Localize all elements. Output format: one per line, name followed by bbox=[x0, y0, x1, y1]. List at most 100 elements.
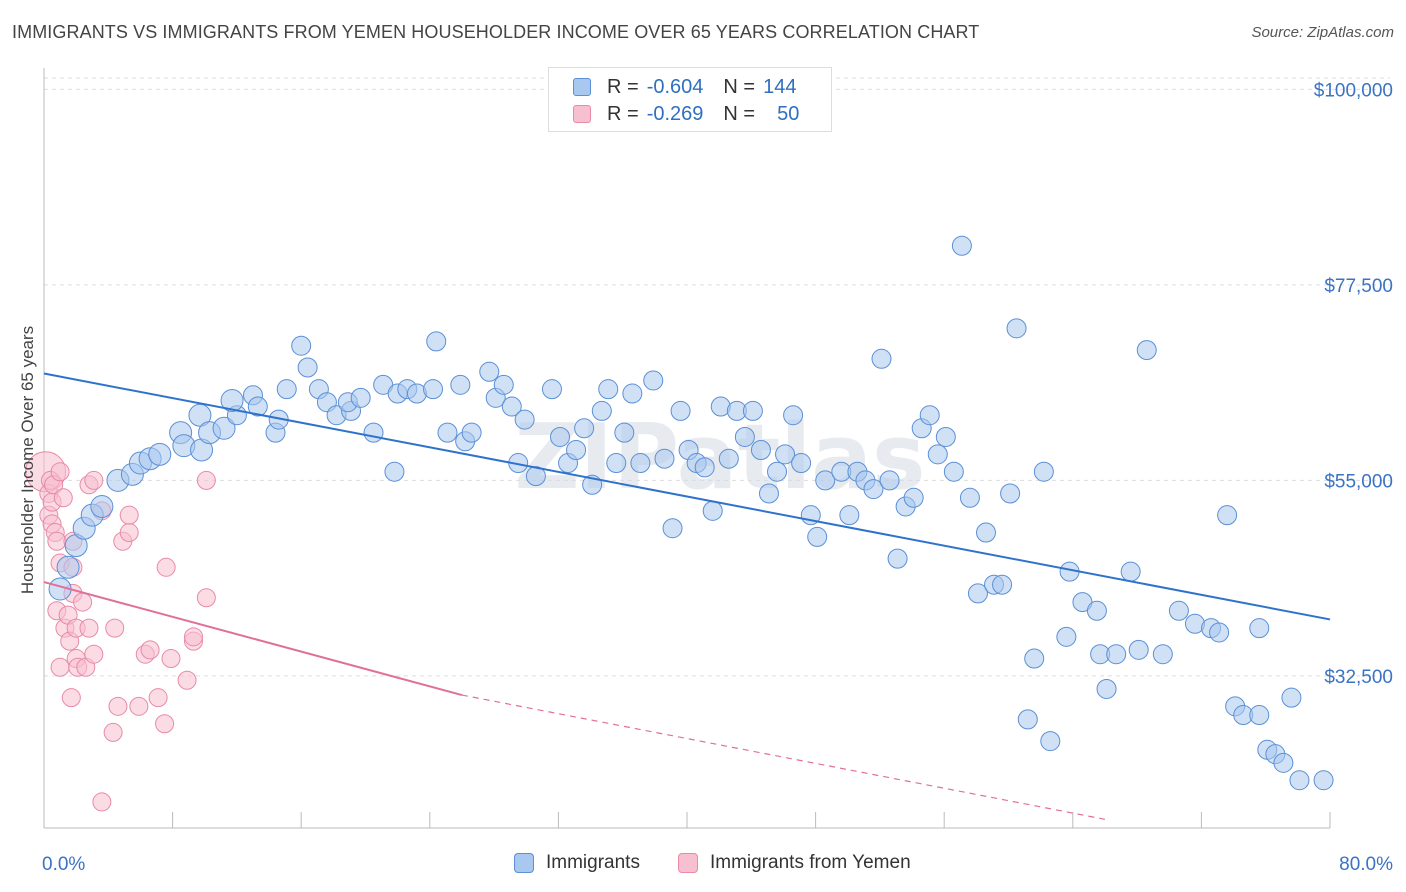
immigrants-point bbox=[1209, 622, 1230, 643]
immigrants-point bbox=[350, 387, 371, 408]
yemen-point bbox=[129, 696, 149, 716]
immigrants-point bbox=[1152, 644, 1173, 665]
immigrants-point bbox=[935, 426, 956, 447]
legend-n-label: N = bbox=[723, 75, 756, 98]
immigrants-point bbox=[574, 418, 595, 439]
immigrants-point bbox=[363, 422, 384, 443]
immigrants-point bbox=[654, 448, 675, 469]
immigrants-point bbox=[1072, 592, 1093, 613]
legend-label-immigrants: Immigrants bbox=[546, 852, 640, 873]
yemen-point bbox=[148, 688, 168, 708]
immigrants-point bbox=[694, 457, 715, 478]
legend-n-value: 50 bbox=[777, 102, 800, 125]
y-axis-label: Householder Income Over 65 years bbox=[18, 325, 37, 595]
immigrants-point bbox=[1168, 600, 1189, 621]
grid-lines bbox=[44, 77, 1390, 677]
immigrants-point bbox=[541, 379, 562, 400]
immigrants-point bbox=[550, 426, 571, 447]
y-tick-label: $55,000 bbox=[1324, 471, 1393, 492]
yemen-trend-line bbox=[43, 581, 463, 697]
immigrants-point bbox=[992, 574, 1013, 595]
immigrants-point bbox=[975, 522, 996, 543]
immigrants-point bbox=[863, 479, 884, 500]
immigrants-point bbox=[1136, 340, 1157, 361]
immigrants-point bbox=[767, 461, 788, 482]
yemen-point bbox=[47, 531, 67, 551]
immigrants-point bbox=[1033, 461, 1054, 482]
yemen-point bbox=[92, 792, 112, 812]
immigrants-point bbox=[1289, 770, 1310, 791]
legend-n-value: 144 bbox=[763, 75, 797, 98]
immigrants-point bbox=[1000, 483, 1021, 504]
yemen-point bbox=[73, 592, 93, 612]
yemen-point bbox=[108, 696, 128, 716]
stats-legend: R = -0.604 N = 144 R = -0.269 N = 50 bbox=[548, 67, 832, 132]
immigrants-point bbox=[591, 400, 612, 421]
immigrants-point bbox=[1281, 687, 1302, 708]
immigrants-point bbox=[702, 500, 723, 521]
chart-title: IMMIGRANTS VS IMMIGRANTS FROM YEMEN HOUS… bbox=[12, 22, 980, 42]
immigrants-point bbox=[297, 357, 318, 378]
immigrants-point bbox=[291, 335, 312, 356]
yemen-point bbox=[53, 488, 73, 508]
legend-swatch-yemen bbox=[678, 853, 698, 873]
immigrants-point bbox=[247, 396, 268, 417]
yemen-point bbox=[50, 657, 70, 677]
yemen-point bbox=[79, 618, 99, 638]
legend-swatch-immigrants bbox=[573, 78, 591, 96]
immigrants-point bbox=[919, 405, 940, 426]
yemen-point bbox=[84, 470, 104, 490]
immigrants-point bbox=[1249, 705, 1270, 726]
immigrants-point bbox=[951, 235, 972, 256]
yemen-point bbox=[156, 557, 176, 577]
immigrants-point bbox=[493, 374, 514, 395]
yemen-point bbox=[155, 714, 175, 734]
trend-lines bbox=[43, 372, 1331, 820]
immigrants-point bbox=[423, 379, 444, 400]
immigrants-point bbox=[903, 487, 924, 508]
legend-item-yemen[interactable]: Immigrants from Yemen bbox=[678, 852, 911, 874]
immigrants-point bbox=[791, 453, 812, 474]
immigrants-point bbox=[373, 374, 394, 395]
tick-labels: $100,000 $77,500 $55,000 $32,500 0.0% 80.0% bbox=[42, 80, 1393, 875]
legend-item-immigrants[interactable]: Immigrants bbox=[514, 852, 640, 874]
immigrants-point bbox=[1096, 678, 1117, 699]
legend-row-yemen: R = -0.269 N = 50 bbox=[573, 101, 819, 127]
immigrants-point bbox=[1128, 639, 1149, 660]
immigrants-point bbox=[148, 442, 172, 466]
immigrants-point bbox=[1024, 648, 1045, 669]
immigrants-point bbox=[718, 448, 739, 469]
legend-swatch-yemen bbox=[573, 105, 591, 123]
immigrants-point bbox=[643, 370, 664, 391]
immigrants-point bbox=[1249, 618, 1270, 639]
immigrants-point bbox=[276, 379, 297, 400]
immigrants-point bbox=[501, 396, 522, 417]
legend-label-yemen: Immigrants from Yemen bbox=[710, 852, 911, 873]
immigrants-point bbox=[1086, 600, 1107, 621]
immigrants-point bbox=[1120, 561, 1141, 582]
immigrants-point bbox=[742, 400, 763, 421]
immigrants-point bbox=[1017, 709, 1038, 730]
immigrants-point bbox=[815, 470, 836, 491]
x-tick-label: 0.0% bbox=[42, 854, 85, 875]
yemen-point bbox=[103, 722, 123, 742]
y-tick-label: $32,500 bbox=[1324, 667, 1393, 688]
yemen-point bbox=[161, 649, 181, 669]
yemen-point bbox=[183, 627, 203, 647]
axes bbox=[43, 68, 1331, 829]
immigrants-point bbox=[959, 487, 980, 508]
immigrants-point bbox=[839, 505, 860, 526]
source-credit: Source: ZipAtlas.com bbox=[1251, 24, 1394, 41]
immigrants-point bbox=[670, 400, 691, 421]
immigrants-point bbox=[450, 374, 471, 395]
legend-r-label: R = bbox=[607, 75, 639, 98]
immigrants-point bbox=[927, 444, 948, 465]
yemen-point bbox=[177, 670, 197, 690]
series-legend: Immigrants Immigrants from Yemen bbox=[0, 852, 1406, 878]
yemen-point bbox=[196, 588, 216, 608]
immigrants-point bbox=[56, 555, 80, 579]
immigrants-point bbox=[1217, 505, 1238, 526]
yemen-point bbox=[61, 688, 81, 708]
legend-swatch-immigrants bbox=[514, 853, 534, 873]
